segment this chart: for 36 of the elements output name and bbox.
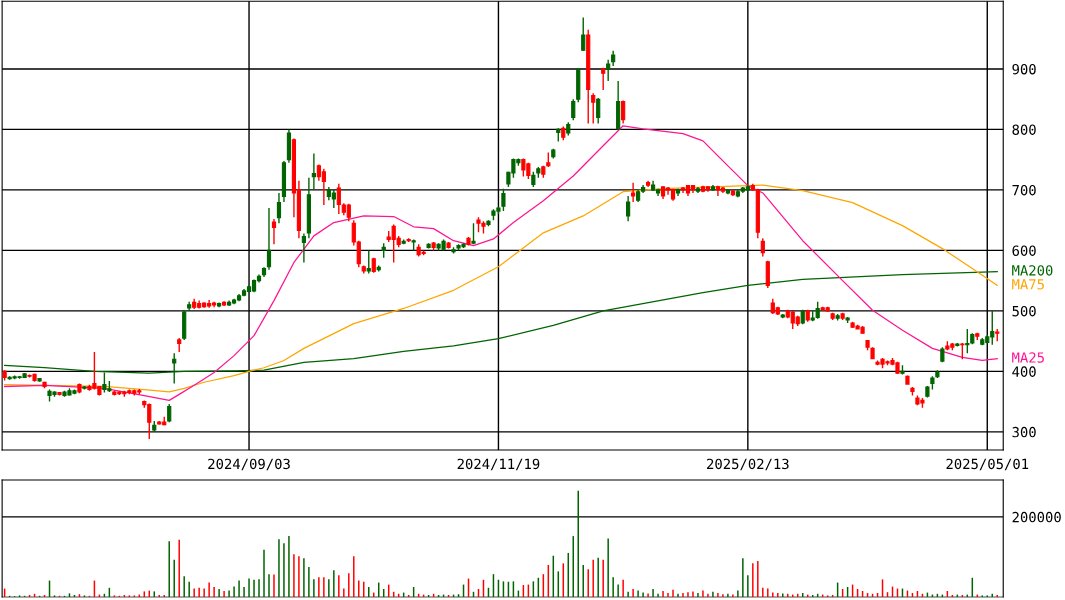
- line-series: [3, 184, 998, 393]
- candlestick: [501, 188, 506, 212]
- y-tick-label: 700: [1012, 184, 1036, 196]
- y-tick-label: 800: [1012, 124, 1036, 135]
- x-tick-label: 2024/11/19: [457, 458, 540, 471]
- candlestick: [621, 99, 626, 125]
- candlestick: [591, 92, 596, 125]
- x-tick-label: 2025/02/13: [707, 458, 789, 471]
- candlestick: [301, 232, 307, 264]
- y-tick-label: 400: [1012, 366, 1036, 377]
- y-tick-label: 600: [1012, 245, 1036, 256]
- y-tick-label: 900: [1012, 63, 1036, 75]
- candlestick: [760, 237, 765, 258]
- y-tick-label: 500: [1012, 305, 1036, 317]
- candlestick: [606, 59, 611, 82]
- candlestick: [626, 195, 631, 223]
- candlestick: [266, 207, 272, 271]
- candlestick: [331, 189, 336, 209]
- candlestick: [581, 16, 586, 52]
- candlestick: [765, 259, 770, 289]
- series-label: MA25: [1012, 352, 1044, 363]
- series-label: MA200: [1012, 265, 1053, 276]
- x-tick-label: 2024/09/03: [208, 458, 290, 471]
- line-series: [3, 125, 998, 402]
- candlestick: [276, 192, 282, 224]
- x-tick-label: 2025/05/01: [946, 458, 1029, 471]
- candlestick: [631, 181, 636, 203]
- candlestick: [366, 249, 371, 275]
- candlestick: [271, 218, 277, 246]
- candlestick: [571, 98, 576, 122]
- candlestick: [596, 97, 601, 125]
- y-tick-label: 300: [1012, 426, 1036, 438]
- y-tick-label: 200000: [1012, 511, 1061, 523]
- candlestick: [321, 168, 326, 206]
- candlestick: [311, 152, 316, 191]
- series-label: MA75: [1012, 279, 1044, 290]
